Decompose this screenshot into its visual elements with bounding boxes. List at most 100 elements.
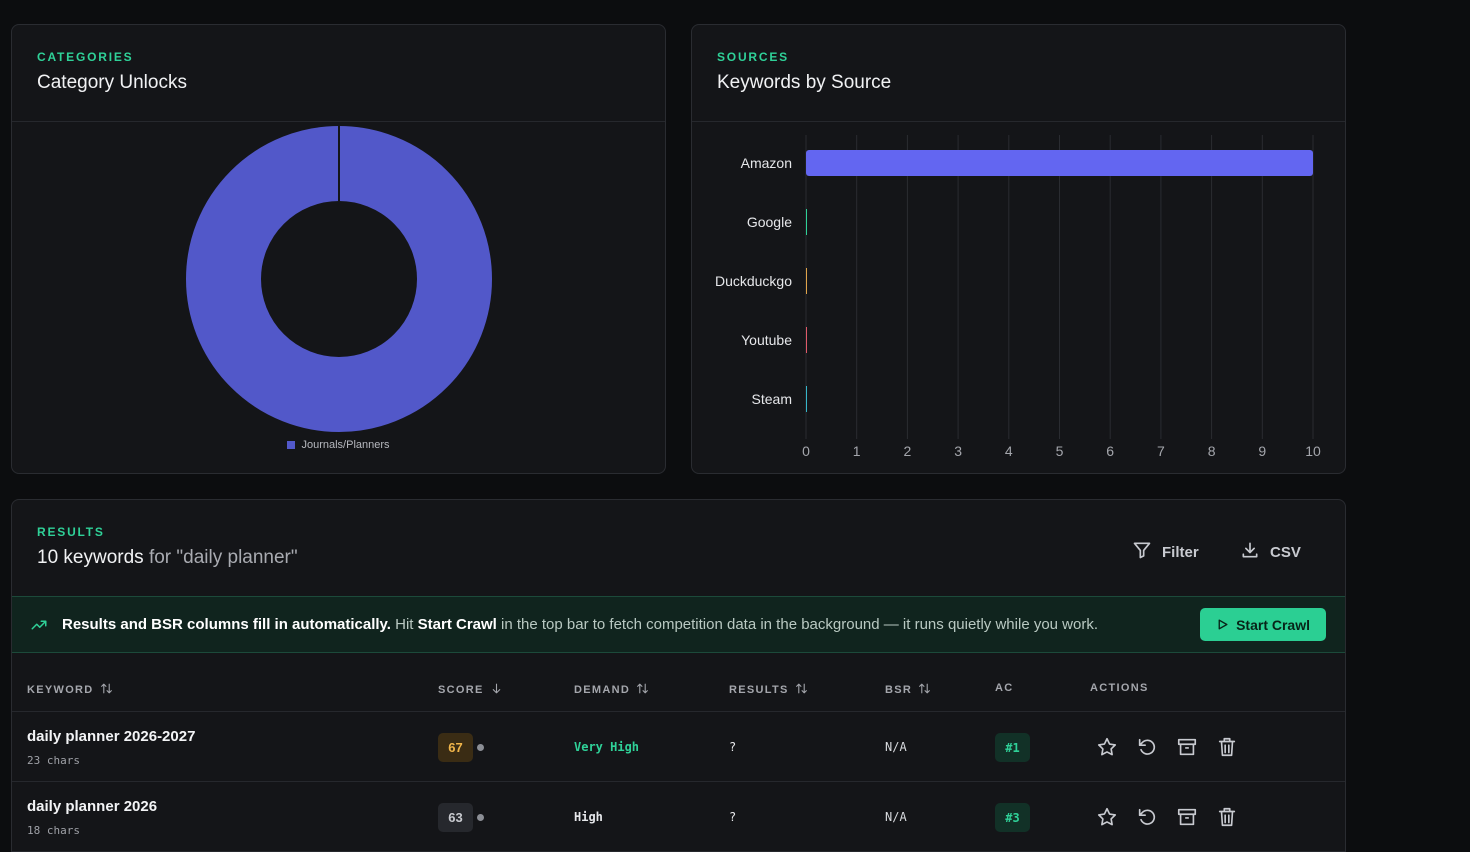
trash-icon (1216, 807, 1238, 832)
archive-icon (1176, 808, 1198, 832)
col-actions: ACTIONS (1090, 682, 1149, 694)
banner-text-2: in the top bar to fetch competition data… (501, 616, 1099, 633)
col-bsr-label: BSR (885, 684, 913, 696)
x-tick-label: 3 (954, 443, 962, 459)
x-tick-label: 8 (1208, 443, 1216, 459)
y-category-label: Google (747, 214, 792, 230)
col-demand-label: DEMAND (574, 684, 631, 696)
archive-icon (1176, 738, 1198, 762)
results-value: ? (729, 810, 737, 824)
bar-steam[interactable] (806, 386, 807, 412)
table-row[interactable]: daily planner 2026 18 chars 63 High ? N/… (12, 782, 1345, 852)
download-icon (1240, 540, 1260, 564)
y-category-label: Duckduckgo (715, 273, 792, 289)
table-header: KEYWORD SCORE DEMAND RESULTS BSR AC ACTI… (12, 664, 1345, 712)
trash-icon (1216, 737, 1238, 762)
x-tick-label: 5 (1056, 443, 1064, 459)
star-icon (1096, 737, 1118, 762)
col-score[interactable]: SCORE (438, 682, 503, 698)
y-category-label: Amazon (741, 155, 792, 171)
bsr-value: N/A (885, 740, 907, 754)
keyword-text[interactable]: daily planner 2026 (27, 798, 158, 815)
refresh-button[interactable] (1136, 736, 1158, 758)
favorite-button[interactable] (1096, 806, 1118, 828)
col-results-label: RESULTS (729, 684, 789, 696)
categories-title: Category Unlocks (37, 72, 187, 93)
results-title: 10 keywords for "daily planner" (37, 547, 1320, 569)
banner-text: Results and BSR columns fill in automati… (62, 616, 1098, 633)
col-ac: AC (995, 682, 1014, 694)
ac-badge: #3 (995, 803, 1030, 832)
csv-export-button[interactable]: CSV (1240, 540, 1301, 564)
results-query: for "daily planner" (148, 547, 298, 568)
results-header: RESULTS 10 keywords for "daily planner" (12, 500, 1345, 569)
x-tick-label: 2 (904, 443, 912, 459)
delete-button[interactable] (1216, 736, 1238, 758)
sort-icon (636, 682, 649, 698)
banner-lead: Results and BSR columns fill in automati… (62, 616, 391, 633)
col-actions-label: ACTIONS (1090, 682, 1149, 694)
col-keyword-label: KEYWORD (27, 684, 94, 696)
results-eyebrow: RESULTS (37, 525, 105, 539)
keyword-text[interactable]: daily planner 2026-2027 (27, 728, 196, 745)
col-keyword[interactable]: KEYWORD (27, 682, 113, 698)
categories-card: CATEGORIES Category Unlocks Journals/Pla… (11, 24, 666, 474)
col-results[interactable]: RESULTS (729, 682, 808, 698)
favorite-button[interactable] (1096, 736, 1118, 758)
bar-amazon[interactable] (806, 150, 1313, 176)
x-tick-label: 7 (1157, 443, 1165, 459)
col-demand[interactable]: DEMAND (574, 682, 649, 698)
filter-icon (1132, 540, 1152, 564)
category-donut-chart (186, 126, 492, 432)
categories-card-header: CATEGORIES Category Unlocks (12, 25, 665, 122)
star-icon (1096, 807, 1118, 832)
categories-eyebrow: CATEGORIES (37, 50, 134, 64)
donut-legend[interactable]: Journals/Planners (12, 439, 665, 451)
sort-icon (795, 682, 808, 698)
filter-label: Filter (1162, 543, 1199, 561)
y-category-label: Steam (752, 391, 792, 407)
start-crawl-button[interactable]: Start Crawl (1200, 608, 1326, 641)
keyword-chars: 23 chars (27, 754, 80, 767)
delete-button[interactable] (1216, 806, 1238, 828)
score-dot (477, 814, 484, 821)
x-tick-label: 10 (1305, 443, 1321, 459)
banner-action: Start Crawl (417, 616, 497, 633)
banner-text-1: Hit (395, 616, 414, 633)
rotate-ccw-icon (1136, 738, 1158, 762)
x-tick-label: 1 (853, 443, 861, 459)
archive-button[interactable] (1176, 736, 1198, 758)
rotate-ccw-icon (1136, 808, 1158, 832)
score-badge: 67 (438, 733, 473, 762)
bar-youtube[interactable] (806, 327, 807, 353)
col-bsr[interactable]: BSR (885, 682, 931, 698)
col-ac-label: AC (995, 682, 1014, 694)
bsr-value: N/A (885, 810, 907, 824)
x-tick-label: 6 (1106, 443, 1114, 459)
legend-swatch (287, 441, 296, 449)
start-crawl-label: Start Crawl (1236, 616, 1310, 633)
sort-icon (918, 682, 931, 698)
sources-card-header: SOURCES Keywords by Source (692, 25, 1345, 122)
y-category-label: Youtube (741, 332, 792, 348)
legend-label: Journals/Planners (301, 439, 390, 451)
filter-button[interactable]: Filter (1132, 540, 1199, 564)
x-tick-label: 4 (1005, 443, 1013, 459)
col-score-label: SCORE (438, 684, 484, 696)
archive-button[interactable] (1176, 806, 1198, 828)
score-badge: 63 (438, 803, 473, 832)
ac-badge: #1 (995, 733, 1030, 762)
results-value: ? (729, 740, 737, 754)
trending-up-icon (30, 616, 48, 634)
refresh-button[interactable] (1136, 806, 1158, 828)
bar-duckduckgo[interactable] (806, 268, 807, 294)
demand-value: High (574, 810, 603, 824)
play-icon (1216, 618, 1229, 631)
x-tick-label: 9 (1258, 443, 1266, 459)
score-dot (477, 744, 484, 751)
sources-card: SOURCES Keywords by Source 0 1 2 3 4 5 6 7 8 9 10 A… (691, 24, 1346, 474)
table-row[interactable]: daily planner 2026-2027 23 chars 67 Very… (12, 712, 1345, 782)
crawl-info-banner: Results and BSR columns fill in automati… (12, 596, 1345, 653)
bar-google[interactable] (806, 209, 807, 235)
sources-eyebrow: SOURCES (717, 50, 789, 64)
